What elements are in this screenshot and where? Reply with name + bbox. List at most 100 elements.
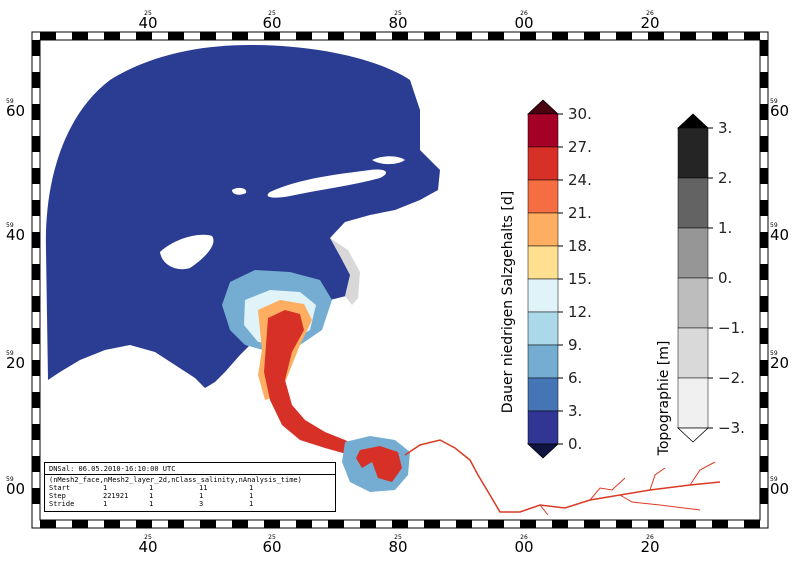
frame-segment bbox=[760, 424, 768, 440]
left-lat-label-major: 40 bbox=[6, 226, 25, 244]
left-lat-label-minor: 59 bbox=[6, 222, 14, 229]
frame-segment bbox=[328, 520, 344, 528]
salinity-colorbar: 30. 27. 24. 21. 18. 15. 12. 9. 6. 3. 0. bbox=[526, 99, 592, 459]
frame-segment bbox=[744, 32, 760, 40]
salinity-colorbar-segment bbox=[527, 146, 559, 181]
river-branch-b bbox=[539, 461, 716, 516]
top-lon-label-minor: 26 bbox=[520, 10, 528, 17]
island-west bbox=[160, 234, 214, 270]
right-lat-label-major: 20 bbox=[770, 354, 789, 372]
topography-colorbar: 3. 2. 1. 0. −1. −2. −3. bbox=[676, 113, 745, 443]
info-box: DNSal: 06.05.2010-16:10:00 UTC (nMesh2_f… bbox=[44, 462, 336, 512]
salinity-colorbar-segment bbox=[527, 179, 559, 214]
frame-segment bbox=[760, 328, 768, 344]
topography-colorbar-segment bbox=[677, 227, 709, 279]
estuary-gradient bbox=[222, 270, 410, 492]
top-lon-label-minor: 25 bbox=[268, 10, 276, 17]
frame-segment bbox=[40, 520, 56, 528]
frame-segment bbox=[360, 32, 376, 40]
top-lon-label-major: 00 bbox=[514, 14, 533, 32]
info-cell: 11 bbox=[199, 484, 208, 492]
frame-segment bbox=[32, 264, 40, 280]
frame-segment bbox=[32, 488, 40, 504]
salinity-colorbar-tick-label: 3. bbox=[568, 402, 582, 420]
frame-segment bbox=[360, 520, 376, 528]
info-cell: 1 bbox=[249, 484, 254, 492]
frame-segment bbox=[32, 296, 40, 312]
topography-colorbar-under-triangle bbox=[676, 427, 710, 443]
frame-segment bbox=[456, 32, 472, 40]
frame-segment bbox=[392, 520, 408, 528]
salinity-colorbar-segment bbox=[527, 377, 559, 412]
topography-colorbar-tick-label: −2. bbox=[718, 369, 745, 387]
info-cell: 1 bbox=[103, 500, 108, 508]
bottom-lon-label-minor: 26 bbox=[520, 534, 528, 541]
bottom-lon-label-minor: 25 bbox=[144, 534, 152, 541]
top-lon-label-major: 80 bbox=[388, 14, 407, 32]
salinity-colorbar-tick-label: 12. bbox=[568, 303, 592, 321]
frame-segment bbox=[136, 32, 152, 40]
lagoon-red bbox=[356, 446, 402, 482]
frame-segment bbox=[296, 520, 312, 528]
bottom-lon-label-major: 20 bbox=[640, 538, 659, 556]
frame-segment bbox=[424, 520, 440, 528]
frame-segment bbox=[32, 360, 40, 376]
frame-segment bbox=[232, 520, 248, 528]
frame-segment bbox=[32, 328, 40, 344]
frame-segment bbox=[760, 104, 768, 120]
topography-colorbar-tick-label: 2. bbox=[718, 169, 732, 187]
frame-segment bbox=[584, 520, 600, 528]
topography-colorbar-segment bbox=[677, 177, 709, 229]
frame-segment bbox=[584, 32, 600, 40]
frame-segment bbox=[456, 520, 472, 528]
top-lon-label-minor: 25 bbox=[394, 10, 402, 17]
top-lon-label-major: 20 bbox=[640, 14, 659, 32]
bottom-lon-label-major: 40 bbox=[138, 538, 157, 556]
frame-segment bbox=[520, 32, 536, 40]
frame-segment bbox=[32, 168, 40, 184]
bottom-lon-label-minor: 25 bbox=[268, 534, 276, 541]
salinity-colorbar-segment bbox=[527, 245, 559, 280]
frame-segment bbox=[32, 232, 40, 248]
salinity-colorbar-segment bbox=[527, 278, 559, 313]
topography-colorbar-title: Topographie [m] bbox=[656, 341, 672, 457]
frame-segment bbox=[616, 32, 632, 40]
salinity-colorbar-tick-label: 0. bbox=[568, 435, 582, 453]
salinity-colorbar-title: Dauer niedrigen Salzgehalts [d] bbox=[500, 191, 516, 413]
sea-area bbox=[45, 45, 440, 388]
salinity-colorbar-segment bbox=[527, 410, 559, 445]
frame-segment bbox=[328, 32, 344, 40]
frame-segment bbox=[616, 520, 632, 528]
frame-segment bbox=[760, 232, 768, 248]
frame-segment bbox=[168, 32, 184, 40]
salinity-colorbar-segment bbox=[527, 212, 559, 247]
frame-segment bbox=[760, 456, 768, 472]
bottom-lon-label-major: 00 bbox=[514, 538, 533, 556]
frame-segment bbox=[760, 360, 768, 376]
topography-colorbar-segment bbox=[677, 327, 709, 379]
frame-segment bbox=[712, 32, 728, 40]
info-cell: 1 bbox=[149, 492, 154, 500]
island-large bbox=[267, 169, 387, 198]
left-lat-label-minor: 59 bbox=[6, 98, 14, 105]
frame-segment bbox=[32, 72, 40, 88]
frame-segment bbox=[168, 520, 184, 528]
frame-segment bbox=[136, 520, 152, 528]
salinity-colorbar-segment bbox=[527, 311, 559, 346]
frame-segment bbox=[648, 520, 664, 528]
frame-segment bbox=[104, 32, 120, 40]
frame-segment bbox=[32, 104, 40, 120]
topography-colorbar-tick-label: −1. bbox=[718, 319, 745, 337]
salinity-colorbar-under-triangle bbox=[526, 443, 560, 459]
frame-segment bbox=[760, 200, 768, 216]
info-cell: 1 bbox=[199, 492, 204, 500]
frame-segment bbox=[104, 520, 120, 528]
frame-segment bbox=[72, 520, 88, 528]
salinity-colorbar-tick-label: 30. bbox=[568, 105, 592, 123]
estuary-zone-red bbox=[264, 310, 360, 455]
bottom-lon-label-minor: 26 bbox=[646, 534, 654, 541]
info-dimensions: (nMesh2_face,nMesh2_layer_2d,nClass_sali… bbox=[49, 476, 302, 484]
frame-checker-border bbox=[32, 32, 768, 528]
